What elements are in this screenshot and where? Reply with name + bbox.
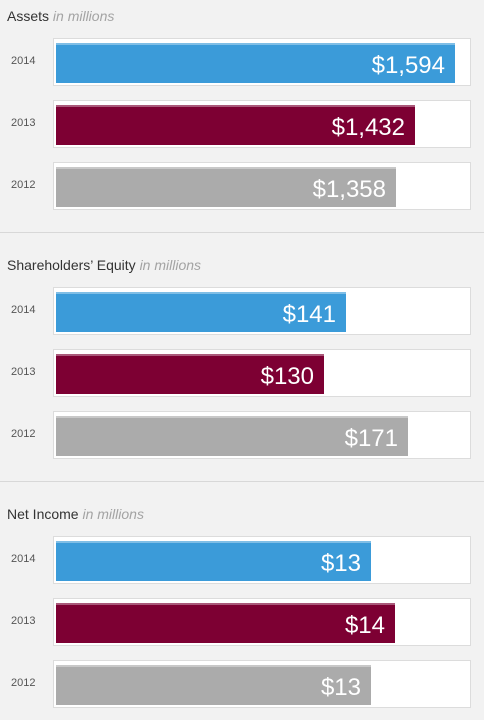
equity-title: Shareholders’ Equity in millions <box>7 256 201 274</box>
section-divider <box>0 232 484 233</box>
bar-row: 2013 $1,432 <box>0 100 484 148</box>
data-label: $1,432 <box>331 114 405 141</box>
bar: $1,432 <box>56 105 415 145</box>
year-label: 2012 <box>11 677 36 689</box>
bar: $141 <box>56 292 346 332</box>
bar-track: $13 <box>53 660 471 708</box>
bar-track: $14 <box>53 598 471 646</box>
bar-track: $141 <box>53 287 471 335</box>
bar-row: 2014 $13 <box>0 536 484 584</box>
assets-unit-label: in millions <box>52 8 115 24</box>
bar: $13 <box>56 541 371 581</box>
bar: $1,594 <box>56 43 455 83</box>
bar: $13 <box>56 665 371 705</box>
bar-row: 2014 $141 <box>0 287 484 335</box>
data-label: $14 <box>344 612 385 639</box>
data-label: $13 <box>320 674 361 701</box>
data-label: $141 <box>282 301 336 328</box>
year-label: 2014 <box>11 304 36 316</box>
net-income-title: Net Income in millions <box>7 505 144 523</box>
bar-track: $171 <box>53 411 471 459</box>
data-label: $1,358 <box>312 176 386 203</box>
bar-row: 2012 $1,358 <box>0 162 484 210</box>
bar: $1,358 <box>56 167 396 207</box>
bar-track: $13 <box>53 536 471 584</box>
bar-track: $1,432 <box>53 100 471 148</box>
bar: $14 <box>56 603 395 643</box>
bar-track: $130 <box>53 349 471 397</box>
bar-row: 2012 $171 <box>0 411 484 459</box>
assets-title-text: Assets <box>7 8 50 24</box>
section-divider <box>0 481 484 482</box>
year-label: 2012 <box>11 428 36 440</box>
year-label: 2013 <box>11 615 36 627</box>
year-label: 2014 <box>11 55 36 67</box>
bar: $130 <box>56 354 324 394</box>
assets-title: Assets in millions <box>7 7 114 25</box>
year-label: 2013 <box>11 117 36 129</box>
net-income-unit-label: in millions <box>82 506 144 522</box>
year-label: 2012 <box>11 179 36 191</box>
data-label: $13 <box>320 550 361 577</box>
bar-row: 2014 $1,594 <box>0 38 484 86</box>
bar-track: $1,594 <box>53 38 471 86</box>
bar: $171 <box>56 416 408 456</box>
data-label: $1,594 <box>371 52 445 79</box>
bar-row: 2013 $130 <box>0 349 484 397</box>
year-label: 2014 <box>11 553 36 565</box>
bar-row: 2013 $14 <box>0 598 484 646</box>
year-label: 2013 <box>11 366 36 378</box>
bar-row: 2012 $13 <box>0 660 484 708</box>
equity-title-text: Shareholders’ Equity <box>7 257 136 273</box>
net-income-title-text: Net Income <box>7 506 79 522</box>
data-label: $130 <box>260 363 314 390</box>
data-label: $171 <box>344 425 398 452</box>
bar-track: $1,358 <box>53 162 471 210</box>
equity-unit-label: in millions <box>139 257 202 273</box>
